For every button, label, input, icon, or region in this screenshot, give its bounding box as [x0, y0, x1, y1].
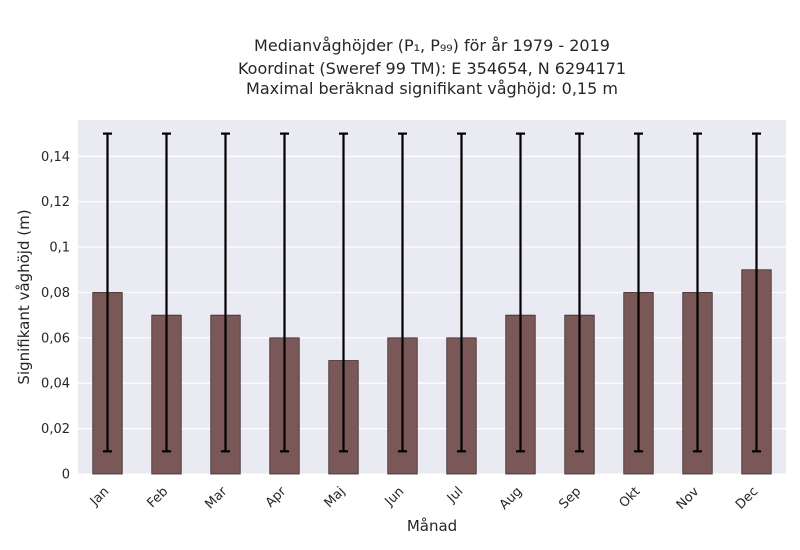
y-tick-label: 0 — [62, 468, 70, 483]
error-bar-feb — [162, 132, 171, 453]
x-tick-label: Aug — [497, 484, 526, 513]
x-tick-label: Apr — [263, 484, 290, 511]
x-tick-label: Nov — [674, 484, 703, 513]
error-bar-nov — [693, 132, 702, 453]
plot-area — [78, 120, 786, 474]
error-bar-jun — [398, 132, 407, 453]
x-tick-label: Maj — [322, 484, 349, 511]
gridlines — [78, 155, 786, 475]
x-tick-label: Dec — [733, 484, 761, 512]
y-tick-label: 0,04 — [41, 377, 70, 392]
error-bar-dec — [752, 132, 761, 453]
x-tick-labels: Jan Feb Mar Apr Maj Jun Jul Aug Sep Okt Nov Dec — [87, 484, 761, 513]
x-tick-label: Feb — [144, 484, 171, 511]
error-bar-jan — [103, 132, 112, 453]
chart-title-line-2: Koordinat (Sweref 99 TM): E 354654, N 62… — [238, 59, 626, 78]
x-tick-label: Jan — [87, 484, 112, 509]
error-bar-jul — [457, 132, 466, 453]
error-bar-apr — [280, 132, 289, 453]
y-tick-label: 0,1 — [49, 241, 70, 256]
chart-title: Medianvåghöjder (P₁, P₉₉) för år 1979 - … — [238, 36, 626, 98]
y-tick-label: 0,06 — [41, 331, 70, 346]
error-bar-aug — [516, 132, 525, 453]
chart-title-line-1: Medianvåghöjder (P₁, P₉₉) för år 1979 - … — [254, 36, 610, 55]
x-tick-label: Mar — [202, 484, 230, 512]
error-bar-okt — [634, 132, 643, 453]
y-tick-label: 0,02 — [41, 422, 70, 437]
chart-title-line-3: Maximal beräknad signifikant våghöjd: 0,… — [246, 79, 618, 98]
y-tick-label: 0,14 — [41, 150, 70, 165]
x-tick-label: Jun — [382, 484, 408, 510]
error-bar-maj — [339, 132, 348, 453]
y-axis-label: Signifikant våghöjd (m) — [15, 209, 33, 384]
y-tick-labels: 0 0,02 0,04 0,06 0,08 0,1 0,12 0,14 — [41, 150, 70, 483]
x-tick-label: Sep — [556, 484, 584, 512]
x-tick-label: Jul — [444, 484, 466, 506]
x-axis-label: Månad — [407, 517, 457, 535]
y-tick-label: 0,12 — [41, 195, 70, 210]
x-tick-label: Okt — [617, 484, 644, 511]
error-bar-mar — [221, 132, 230, 453]
y-tick-label: 0,08 — [41, 286, 70, 301]
error-bars — [103, 132, 761, 453]
error-bar-sep — [575, 132, 584, 453]
